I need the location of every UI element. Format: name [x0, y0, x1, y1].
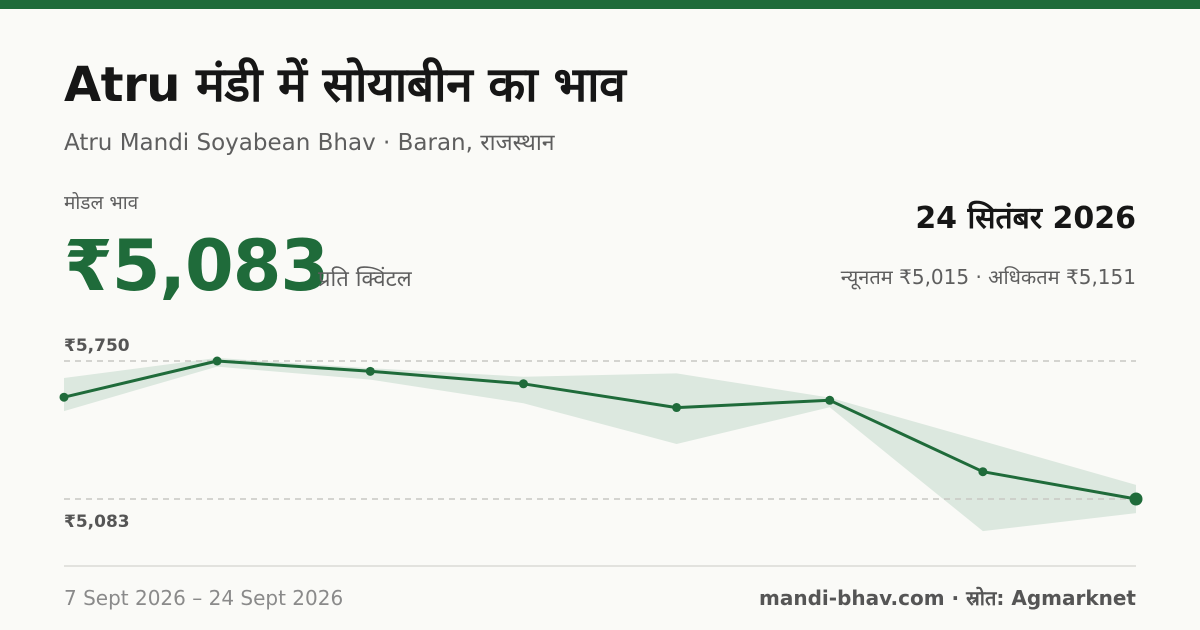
- y-axis-label-low: ₹5,083: [64, 512, 130, 532]
- source-credit: mandi-bhav.com · स्रोत: Agmarknet: [759, 586, 1136, 610]
- data-point-8: [1129, 492, 1143, 506]
- report-date: 24 सितंबर 2026: [915, 201, 1136, 236]
- top-accent-bar: [0, 0, 1200, 9]
- page-subtitle: Atru Mandi Soyabean Bhav · Baran, राजस्थ…: [64, 130, 555, 156]
- data-point-5: [672, 403, 682, 413]
- data-point-7: [978, 467, 988, 477]
- data-point-1: [59, 392, 69, 402]
- min-max-band: [64, 357, 1136, 532]
- data-point-2: [212, 356, 222, 366]
- data-point-6: [825, 395, 835, 405]
- footer-divider: [64, 565, 1136, 567]
- date-range: 7 Sept 2026 – 24 Sept 2026: [64, 586, 344, 610]
- modal-price-value: ₹5,083: [64, 225, 329, 307]
- modal-price-label: मोडल भाव: [64, 192, 139, 214]
- price-unit: प्रति क्विंटल: [318, 267, 412, 292]
- data-point-4: [518, 379, 528, 389]
- data-point-3: [365, 366, 375, 376]
- min-max-range: न्यूनतम ₹5,015 · अधिकतम ₹5,151: [840, 265, 1136, 289]
- page-title: Atru मंडी में सोयाबीन का भाव: [64, 57, 626, 113]
- y-axis-label-high: ₹5,750: [64, 336, 130, 356]
- modal-price-line: [62, 359, 1138, 501]
